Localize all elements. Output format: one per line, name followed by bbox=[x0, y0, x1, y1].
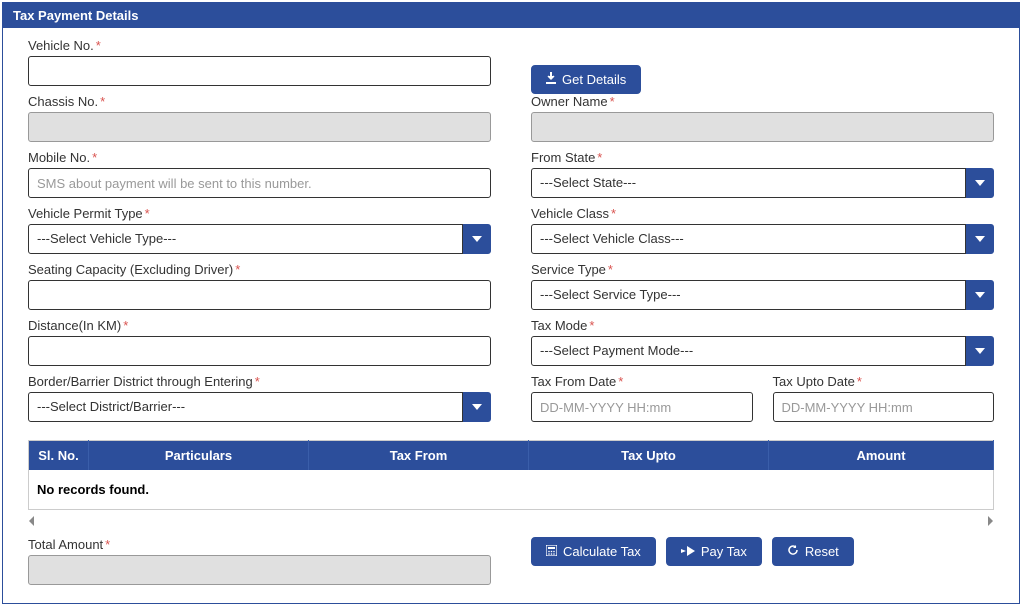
mobile-no-input[interactable] bbox=[28, 168, 491, 198]
service-type-value: ---Select Service Type--- bbox=[531, 280, 966, 310]
calculate-tax-label: Calculate Tax bbox=[563, 544, 641, 559]
th-amount: Amount bbox=[769, 441, 994, 471]
vehicle-no-input[interactable] bbox=[28, 56, 491, 86]
th-tax-upto: Tax Upto bbox=[529, 441, 769, 471]
seating-capacity-input[interactable] bbox=[28, 280, 491, 310]
scroll-indicator bbox=[28, 514, 994, 529]
chevron-down-icon[interactable] bbox=[966, 336, 994, 366]
table-row: No records found. bbox=[29, 470, 994, 510]
tax-mode-value: ---Select Payment Mode--- bbox=[531, 336, 966, 366]
chevron-down-icon[interactable] bbox=[966, 280, 994, 310]
chassis-no-input bbox=[28, 112, 491, 142]
calculate-tax-button[interactable]: Calculate Tax bbox=[531, 537, 656, 566]
tax-mode-label: Tax Mode bbox=[531, 318, 994, 333]
scroll-right-icon[interactable] bbox=[984, 514, 994, 529]
tax-from-date-input[interactable] bbox=[531, 392, 753, 422]
download-icon bbox=[546, 72, 556, 87]
tax-mode-select[interactable]: ---Select Payment Mode--- bbox=[531, 336, 994, 366]
vehicle-class-label: Vehicle Class bbox=[531, 206, 994, 221]
total-amount-label: Total Amount bbox=[28, 537, 491, 552]
owner-name-label: Owner Name bbox=[531, 94, 994, 109]
calculator-icon bbox=[546, 544, 557, 559]
owner-name-input bbox=[531, 112, 994, 142]
tax-upto-date-input[interactable] bbox=[773, 392, 995, 422]
tax-payment-panel: Tax Payment Details Vehicle No. Get Deta… bbox=[2, 2, 1020, 604]
panel-title: Tax Payment Details bbox=[3, 3, 1019, 28]
vehicle-class-value: ---Select Vehicle Class--- bbox=[531, 224, 966, 254]
forward-icon bbox=[681, 544, 695, 559]
total-amount-input bbox=[28, 555, 491, 585]
scroll-left-icon[interactable] bbox=[28, 514, 38, 529]
vehicle-permit-type-select[interactable]: ---Select Vehicle Type--- bbox=[28, 224, 491, 254]
vehicle-no-label: Vehicle No. bbox=[28, 38, 491, 53]
seating-capacity-label: Seating Capacity (Excluding Driver) bbox=[28, 262, 491, 277]
tax-from-date-label: Tax From Date bbox=[531, 374, 753, 389]
pay-tax-button[interactable]: Pay Tax bbox=[666, 537, 762, 566]
no-records-cell: No records found. bbox=[29, 470, 994, 510]
get-details-label: Get Details bbox=[562, 72, 626, 87]
tax-table-wrap: Sl. No. Particulars Tax From Tax Upto Am… bbox=[28, 440, 994, 510]
th-tax-from: Tax From bbox=[309, 441, 529, 471]
distance-label: Distance(In KM) bbox=[28, 318, 491, 333]
border-barrier-select[interactable]: ---Select District/Barrier--- bbox=[28, 392, 491, 422]
vehicle-permit-type-label: Vehicle Permit Type bbox=[28, 206, 491, 221]
vehicle-class-select[interactable]: ---Select Vehicle Class--- bbox=[531, 224, 994, 254]
tax-upto-date-label: Tax Upto Date bbox=[773, 374, 995, 389]
get-details-button[interactable]: Get Details bbox=[531, 65, 641, 94]
reset-label: Reset bbox=[805, 544, 839, 559]
chassis-no-label: Chassis No. bbox=[28, 94, 491, 109]
mobile-no-label: Mobile No. bbox=[28, 150, 491, 165]
chevron-down-icon[interactable] bbox=[463, 392, 491, 422]
service-type-label: Service Type bbox=[531, 262, 994, 277]
distance-input[interactable] bbox=[28, 336, 491, 366]
chevron-down-icon[interactable] bbox=[966, 224, 994, 254]
service-type-select[interactable]: ---Select Service Type--- bbox=[531, 280, 994, 310]
pay-tax-label: Pay Tax bbox=[701, 544, 747, 559]
chevron-down-icon[interactable] bbox=[463, 224, 491, 254]
th-sl-no: Sl. No. bbox=[29, 441, 89, 471]
reset-button[interactable]: Reset bbox=[772, 537, 854, 566]
chevron-down-icon[interactable] bbox=[966, 168, 994, 198]
refresh-icon bbox=[787, 544, 799, 559]
vehicle-permit-type-value: ---Select Vehicle Type--- bbox=[28, 224, 463, 254]
from-state-select[interactable]: ---Select State--- bbox=[531, 168, 994, 198]
panel-body: Vehicle No. Get Details Chassis No. bbox=[3, 28, 1019, 603]
border-barrier-value: ---Select District/Barrier--- bbox=[28, 392, 463, 422]
tax-table: Sl. No. Particulars Tax From Tax Upto Am… bbox=[28, 440, 994, 510]
th-particulars: Particulars bbox=[89, 441, 309, 471]
from-state-label: From State bbox=[531, 150, 994, 165]
from-state-value: ---Select State--- bbox=[531, 168, 966, 198]
border-barrier-label: Border/Barrier District through Entering bbox=[28, 374, 491, 389]
